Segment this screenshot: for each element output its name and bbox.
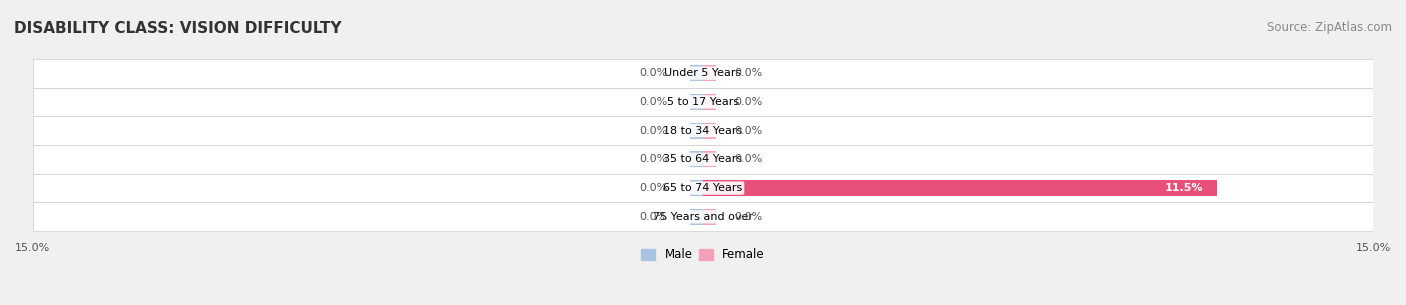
Legend: Male, Female: Male, Female bbox=[637, 244, 769, 266]
Bar bbox=[689, 209, 703, 225]
Text: 35 to 64 Years: 35 to 64 Years bbox=[664, 154, 742, 164]
Bar bbox=[32, 145, 1374, 174]
Text: 0.0%: 0.0% bbox=[734, 97, 762, 107]
Bar bbox=[32, 174, 1374, 203]
Text: Under 5 Years: Under 5 Years bbox=[665, 68, 741, 78]
Bar bbox=[689, 152, 703, 167]
Bar bbox=[703, 152, 717, 167]
Text: 75 Years and over: 75 Years and over bbox=[652, 212, 754, 222]
Bar bbox=[703, 209, 717, 225]
Bar bbox=[32, 203, 1374, 231]
Bar bbox=[703, 180, 1218, 196]
Bar bbox=[32, 59, 1374, 88]
Text: 0.0%: 0.0% bbox=[638, 97, 668, 107]
Bar bbox=[689, 180, 703, 196]
Bar bbox=[689, 94, 703, 110]
Text: 0.0%: 0.0% bbox=[734, 154, 762, 164]
Text: 18 to 34 Years: 18 to 34 Years bbox=[664, 126, 742, 136]
Bar bbox=[32, 116, 1374, 145]
Bar bbox=[703, 123, 717, 138]
Text: 0.0%: 0.0% bbox=[734, 68, 762, 78]
Text: 0.0%: 0.0% bbox=[638, 68, 668, 78]
Bar bbox=[689, 65, 703, 81]
Text: 0.0%: 0.0% bbox=[638, 183, 668, 193]
Bar bbox=[32, 88, 1374, 116]
Text: 65 to 74 Years: 65 to 74 Years bbox=[664, 183, 742, 193]
Text: Source: ZipAtlas.com: Source: ZipAtlas.com bbox=[1267, 21, 1392, 34]
Bar bbox=[703, 94, 717, 110]
Bar bbox=[703, 65, 717, 81]
Bar bbox=[689, 123, 703, 138]
Text: 5 to 17 Years: 5 to 17 Years bbox=[666, 97, 740, 107]
Text: DISABILITY CLASS: VISION DIFFICULTY: DISABILITY CLASS: VISION DIFFICULTY bbox=[14, 21, 342, 36]
Text: 0.0%: 0.0% bbox=[638, 126, 668, 136]
Text: 0.0%: 0.0% bbox=[638, 154, 668, 164]
Text: 0.0%: 0.0% bbox=[638, 212, 668, 222]
Text: 0.0%: 0.0% bbox=[734, 212, 762, 222]
Text: 0.0%: 0.0% bbox=[734, 126, 762, 136]
Text: 11.5%: 11.5% bbox=[1166, 183, 1204, 193]
